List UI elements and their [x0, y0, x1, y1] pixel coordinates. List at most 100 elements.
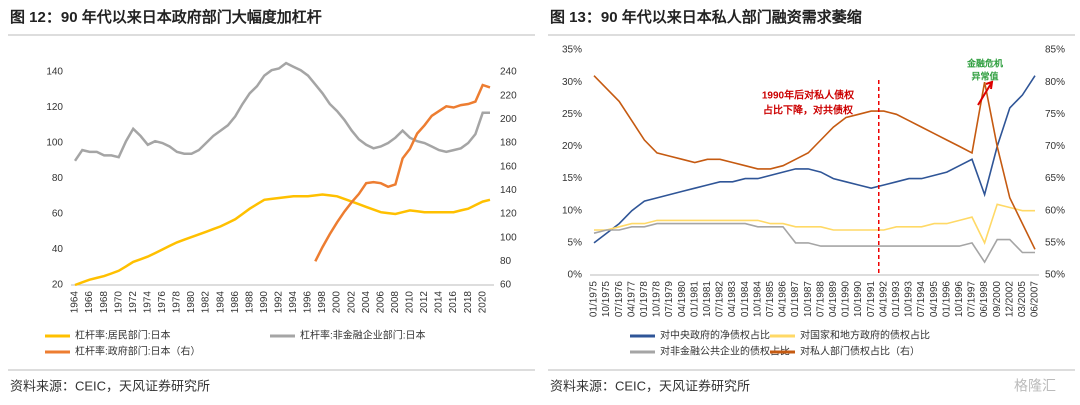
x-tick-label: 2006: [375, 291, 386, 314]
y2-tick-label: 70%: [1045, 141, 1065, 152]
x-tick-label: 1988: [244, 291, 255, 314]
x-tick-label: 07/1982: [715, 281, 726, 318]
x-tick-label: 1992: [274, 291, 285, 314]
y-tick-label: 15%: [562, 173, 582, 184]
x-tick-label: 04/1995: [929, 281, 940, 318]
x-tick-label: 2020: [477, 291, 488, 314]
y2-tick-label: 85%: [1045, 45, 1065, 56]
legend-label: 对中央政府的净债权占比: [660, 329, 770, 342]
y2-tick-label: 60%: [1045, 205, 1065, 216]
x-tick-label: 1996: [303, 291, 314, 314]
y2-tick-label: 50%: [1045, 270, 1065, 281]
x-tick-label: 2002: [346, 291, 357, 314]
y-tick-label: 120: [46, 102, 63, 113]
annotation: 占比下降，对共债权: [763, 104, 854, 117]
x-tick-label: 10/1993: [904, 281, 915, 318]
y2-tick-label: 75%: [1045, 109, 1065, 120]
y2-tick-label: 160: [500, 161, 517, 172]
y2-tick-label: 120: [500, 209, 517, 220]
legend-label: 对非金融公共企业的债权占比: [660, 345, 790, 358]
x-tick-label: 1974: [142, 291, 153, 314]
chart-title: 图 12：90 年代以来日本政府部门大幅度加杠杆: [10, 8, 322, 26]
watermark: 格隆汇: [1014, 378, 1056, 394]
series-line: [593, 75, 1036, 250]
x-tick-label: 1980: [186, 291, 197, 314]
x-tick-label: 1966: [84, 291, 95, 314]
x-tick-label: 04/1986: [778, 281, 789, 318]
y2-tick-label: 180: [500, 138, 517, 149]
x-tick-label: 07/1985: [765, 281, 776, 318]
y-tick-label: 20%: [562, 141, 582, 152]
x-tick-label: 10/1981: [702, 281, 713, 318]
x-tick-label: 2010: [405, 291, 416, 314]
x-tick-label: 09/2000: [992, 281, 1003, 318]
x-tick-label: 10/1990: [853, 281, 864, 318]
x-tick-label: 01/1984: [740, 281, 751, 318]
x-tick-label: 1984: [215, 291, 226, 314]
y2-tick-label: 60: [500, 280, 512, 291]
y-tick-label: 0%: [568, 270, 583, 281]
x-tick-label: 04/1989: [828, 281, 839, 318]
x-tick-label: 10/1984: [752, 281, 763, 318]
x-tick-label: 1970: [113, 291, 124, 314]
x-tick-label: 01/1975: [589, 281, 600, 318]
y2-tick-label: 80: [500, 256, 512, 267]
x-tick-label: 1978: [172, 291, 183, 314]
x-tick-label: 04/1980: [677, 281, 688, 318]
x-tick-label: 2016: [448, 291, 459, 314]
y2-tick-label: 65%: [1045, 173, 1065, 184]
x-tick-label: 07/1991: [866, 281, 877, 318]
y2-tick-label: 140: [500, 185, 517, 196]
y2-tick-label: 220: [500, 90, 517, 101]
x-tick-label: 01/1993: [891, 281, 902, 318]
series-line: [74, 193, 491, 287]
x-tick-label: 06/1998: [979, 281, 990, 318]
x-tick-label: 12/2002: [1004, 281, 1015, 318]
y-tick-label: 35%: [562, 45, 582, 56]
x-tick-label: 2014: [434, 291, 445, 314]
series-line: [593, 75, 1036, 244]
annotation: 1990年后对私人债权: [762, 89, 855, 102]
y-tick-label: 20: [52, 280, 64, 291]
x-tick-label: 01/1987: [790, 281, 801, 318]
x-tick-label: 07/1994: [916, 281, 927, 318]
x-tick-label: 01/1978: [639, 281, 650, 318]
y2-tick-label: 55%: [1045, 237, 1065, 248]
x-tick-label: 07/1997: [967, 281, 978, 318]
x-tick-label: 06/2007: [1030, 281, 1041, 318]
legend-label: 对国家和地方政府的债权占比: [800, 329, 930, 342]
x-tick-label: 07/1979: [664, 281, 675, 318]
x-tick-label: 2012: [419, 291, 430, 314]
y2-tick-label: 240: [500, 67, 517, 78]
x-tick-label: 10/1987: [803, 281, 814, 318]
x-tick-label: 07/1988: [815, 281, 826, 318]
x-tick-label: 2008: [390, 291, 401, 314]
y2-tick-label: 100: [500, 232, 517, 243]
source: 资料来源：CEIC，天风证券研究所: [550, 378, 750, 393]
x-tick-label: 10/1996: [954, 281, 965, 318]
y-tick-label: 140: [46, 67, 63, 78]
legend-label: 杠杆率:政府部门:日本（右）: [75, 345, 201, 358]
x-tick-label: 1982: [201, 291, 212, 314]
legend-label: 杠杆率:居民部门:日本: [75, 329, 171, 342]
x-tick-label: 1964: [70, 291, 81, 314]
x-tick-label: 10/1975: [601, 281, 612, 318]
series-line: [594, 203, 1035, 246]
y-tick-label: 30%: [562, 77, 582, 88]
annotation: 金融危机: [966, 57, 1003, 68]
x-tick-label: 2000: [332, 291, 343, 314]
y-tick-label: 80: [52, 173, 64, 184]
x-tick-label: 1998: [317, 291, 328, 314]
x-tick-label: 1972: [128, 291, 139, 314]
x-tick-label: 01/1990: [841, 281, 852, 318]
x-tick-label: 04/1977: [626, 281, 637, 318]
x-tick-label: 01/1981: [689, 281, 700, 318]
x-tick-label: 01/1996: [941, 281, 952, 318]
x-tick-label: 07/1976: [614, 281, 625, 318]
x-tick-label: 1990: [259, 291, 270, 314]
y2-tick-label: 200: [500, 114, 517, 125]
x-tick-label: 04/1992: [878, 281, 889, 318]
x-tick-label: 1994: [288, 291, 299, 314]
series-line: [314, 83, 491, 262]
